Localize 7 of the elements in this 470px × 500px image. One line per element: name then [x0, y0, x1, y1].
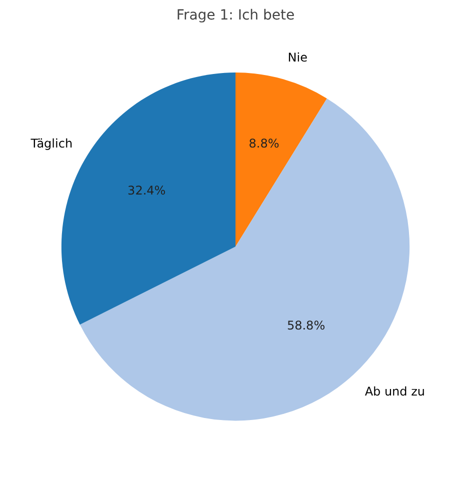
slice-label: Ab und zu [364, 384, 425, 399]
slice-label: Nie [288, 50, 308, 64]
chart-title: Frage 1: Ich bete [176, 8, 295, 24]
data-label: 58.8% [286, 318, 326, 333]
data-label: 8.8% [248, 136, 280, 150]
slice-label: Täglich [30, 136, 73, 150]
data-label: 32.4% [128, 183, 166, 198]
